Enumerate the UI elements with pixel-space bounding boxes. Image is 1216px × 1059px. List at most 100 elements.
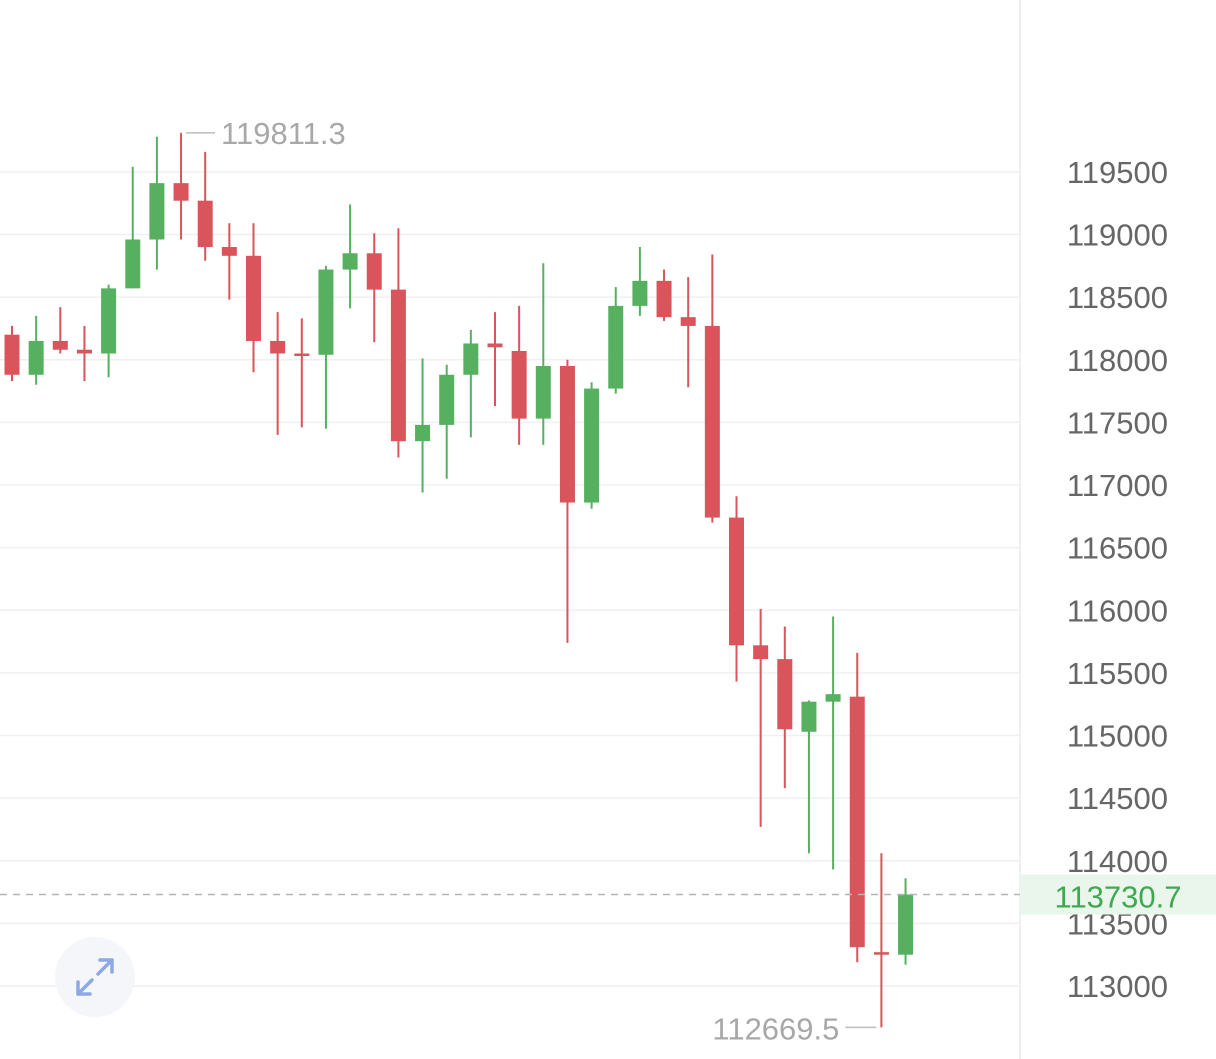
candle-body	[101, 288, 117, 354]
y-tick-label: 116500	[1067, 531, 1168, 566]
candle-body	[366, 253, 382, 290]
candle-body	[559, 366, 575, 503]
low-price-label: 112669.5	[712, 1011, 839, 1046]
candle-up	[342, 204, 358, 309]
candle-up	[825, 616, 841, 870]
candle-body	[342, 253, 358, 270]
candle-down	[390, 228, 406, 458]
expand-button[interactable]	[55, 937, 135, 1017]
candle-body	[608, 305, 624, 389]
candle-body	[28, 340, 44, 375]
candle-up	[632, 247, 648, 316]
candle-body	[849, 696, 865, 948]
current-price-marker: 113730.7	[0, 874, 1216, 915]
y-tick-label: 119000	[1067, 218, 1168, 253]
candle-body	[149, 183, 165, 240]
current-price-badge	[1020, 874, 1216, 915]
candle-body	[584, 388, 600, 503]
candle-down	[4, 325, 20, 382]
candle-body	[52, 340, 68, 350]
candle-body	[898, 894, 914, 955]
candle-down	[753, 608, 769, 827]
candle-down	[197, 151, 213, 261]
candle-body	[825, 694, 841, 702]
high-price-label: 119811.3	[221, 116, 346, 151]
candle-down	[729, 496, 744, 682]
candle-body	[76, 349, 92, 354]
candle-down	[366, 233, 382, 343]
candle-down	[777, 626, 793, 789]
candle-body	[246, 255, 261, 341]
candle-up	[801, 700, 817, 854]
y-tick-label: 118000	[1067, 343, 1168, 378]
candle-down	[76, 325, 92, 382]
candle-up	[318, 265, 334, 429]
candle-body	[656, 280, 672, 318]
candle-body	[729, 517, 744, 646]
y-tick-label: 115500	[1067, 656, 1168, 691]
y-tick-label: 116000	[1067, 593, 1168, 628]
candle-down	[294, 318, 310, 428]
candle-down	[873, 853, 889, 1028]
candle-body	[777, 659, 793, 730]
candle-body	[4, 334, 20, 375]
candle-body	[294, 353, 310, 356]
grid-lines	[0, 171, 1020, 987]
candle-body	[390, 289, 406, 442]
candle-up	[535, 263, 551, 445]
y-tick-label: 119500	[1067, 155, 1168, 190]
candle-up	[125, 166, 141, 289]
expand-icon	[76, 958, 114, 996]
candle-body	[270, 340, 286, 354]
candle-body	[801, 701, 817, 732]
candle-body	[487, 343, 503, 348]
candle-down	[511, 305, 527, 445]
candle-body	[753, 645, 769, 660]
candle-body	[439, 374, 455, 425]
candle-body	[221, 247, 237, 256]
candle-down	[173, 132, 189, 240]
y-tick-label: 117500	[1067, 405, 1168, 440]
candle-down	[487, 312, 503, 407]
candle-down	[680, 277, 696, 388]
candle-body	[318, 269, 334, 355]
hilo-annotations: 119811.3 112669.5	[186, 116, 877, 1046]
y-axis: 1130001135001140001145001150001155001160…	[1067, 155, 1168, 1004]
candle-up	[415, 358, 431, 493]
candle-up	[439, 364, 455, 479]
candle-body	[680, 317, 696, 326]
candle-down	[221, 223, 237, 300]
candle-body	[125, 239, 141, 289]
y-tick-label: 113000	[1067, 969, 1168, 1004]
candle-body	[632, 280, 648, 306]
candle-up	[101, 284, 117, 378]
candle-down	[52, 307, 68, 354]
y-tick-label: 118500	[1067, 280, 1168, 315]
candle-up	[149, 136, 165, 270]
candle-body	[535, 366, 551, 419]
candle-up	[898, 878, 914, 965]
candle-down	[246, 223, 261, 373]
candle-up	[584, 382, 600, 509]
candle-body	[463, 343, 479, 375]
candle-up	[463, 329, 479, 438]
candle-body	[511, 350, 527, 419]
y-tick-label: 114000	[1067, 844, 1168, 879]
candle-down	[559, 359, 575, 643]
candle-body	[873, 952, 889, 955]
candle-up	[28, 315, 44, 385]
candle-down	[270, 312, 286, 435]
candle-down	[849, 652, 865, 963]
candle-body	[173, 183, 189, 201]
candle-down	[704, 254, 720, 523]
y-tick-label: 117000	[1067, 468, 1168, 503]
candle-up	[608, 287, 624, 394]
candle-down	[656, 269, 672, 321]
candle-body	[197, 200, 213, 248]
y-tick-label: 115000	[1067, 719, 1168, 754]
candle-body	[704, 325, 720, 518]
y-tick-label: 114500	[1067, 781, 1168, 816]
candles	[4, 132, 914, 1028]
candle-body	[415, 424, 431, 442]
